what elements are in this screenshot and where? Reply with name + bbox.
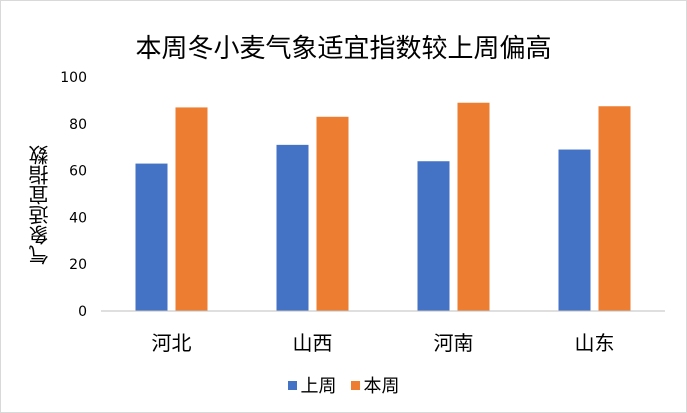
x-tick-label: 河北: [152, 331, 192, 355]
legend-swatch-series-1: [287, 380, 297, 390]
bar-series-2-2: [316, 116, 349, 311]
x-tick-label: 山东: [575, 331, 615, 355]
bar-series-1-2: [276, 144, 309, 311]
bar-series-1-4: [558, 149, 591, 311]
x-tick-label: 山西: [293, 331, 333, 355]
x-axis-ticks: 河北 山西 河南 山东: [152, 331, 615, 355]
legend-label-series-1: 上周: [300, 376, 337, 397]
legend: 上周 本周: [0, 372, 687, 398]
legend-item-series-2: 本周: [350, 372, 400, 398]
y-tick-label: 100: [60, 70, 87, 86]
bars: [135, 102, 631, 312]
bar-series-2-4: [598, 106, 631, 311]
y-tick-label: 60: [69, 164, 87, 180]
bar-series-1-3: [417, 161, 450, 311]
legend-swatch-series-2: [350, 380, 360, 390]
chart-title: 本周冬小麦气象适宜指数较上周偏高: [135, 34, 552, 64]
legend-item-series-1: 上周: [287, 372, 337, 398]
y-tick-label: 80: [69, 117, 87, 133]
y-tick-label: 20: [69, 257, 87, 273]
legend-label-series-2: 本周: [363, 376, 400, 397]
x-tick-label: 河南: [434, 331, 474, 355]
bar-series-1-1: [135, 163, 168, 311]
bar-series-2-1: [175, 107, 208, 311]
y-axis-ticks: 0 20 40 60 80 100: [60, 70, 87, 320]
y-tick-label: 40: [69, 210, 87, 226]
bar-series-2-3: [457, 102, 490, 312]
y-tick-label: 0: [78, 304, 87, 320]
